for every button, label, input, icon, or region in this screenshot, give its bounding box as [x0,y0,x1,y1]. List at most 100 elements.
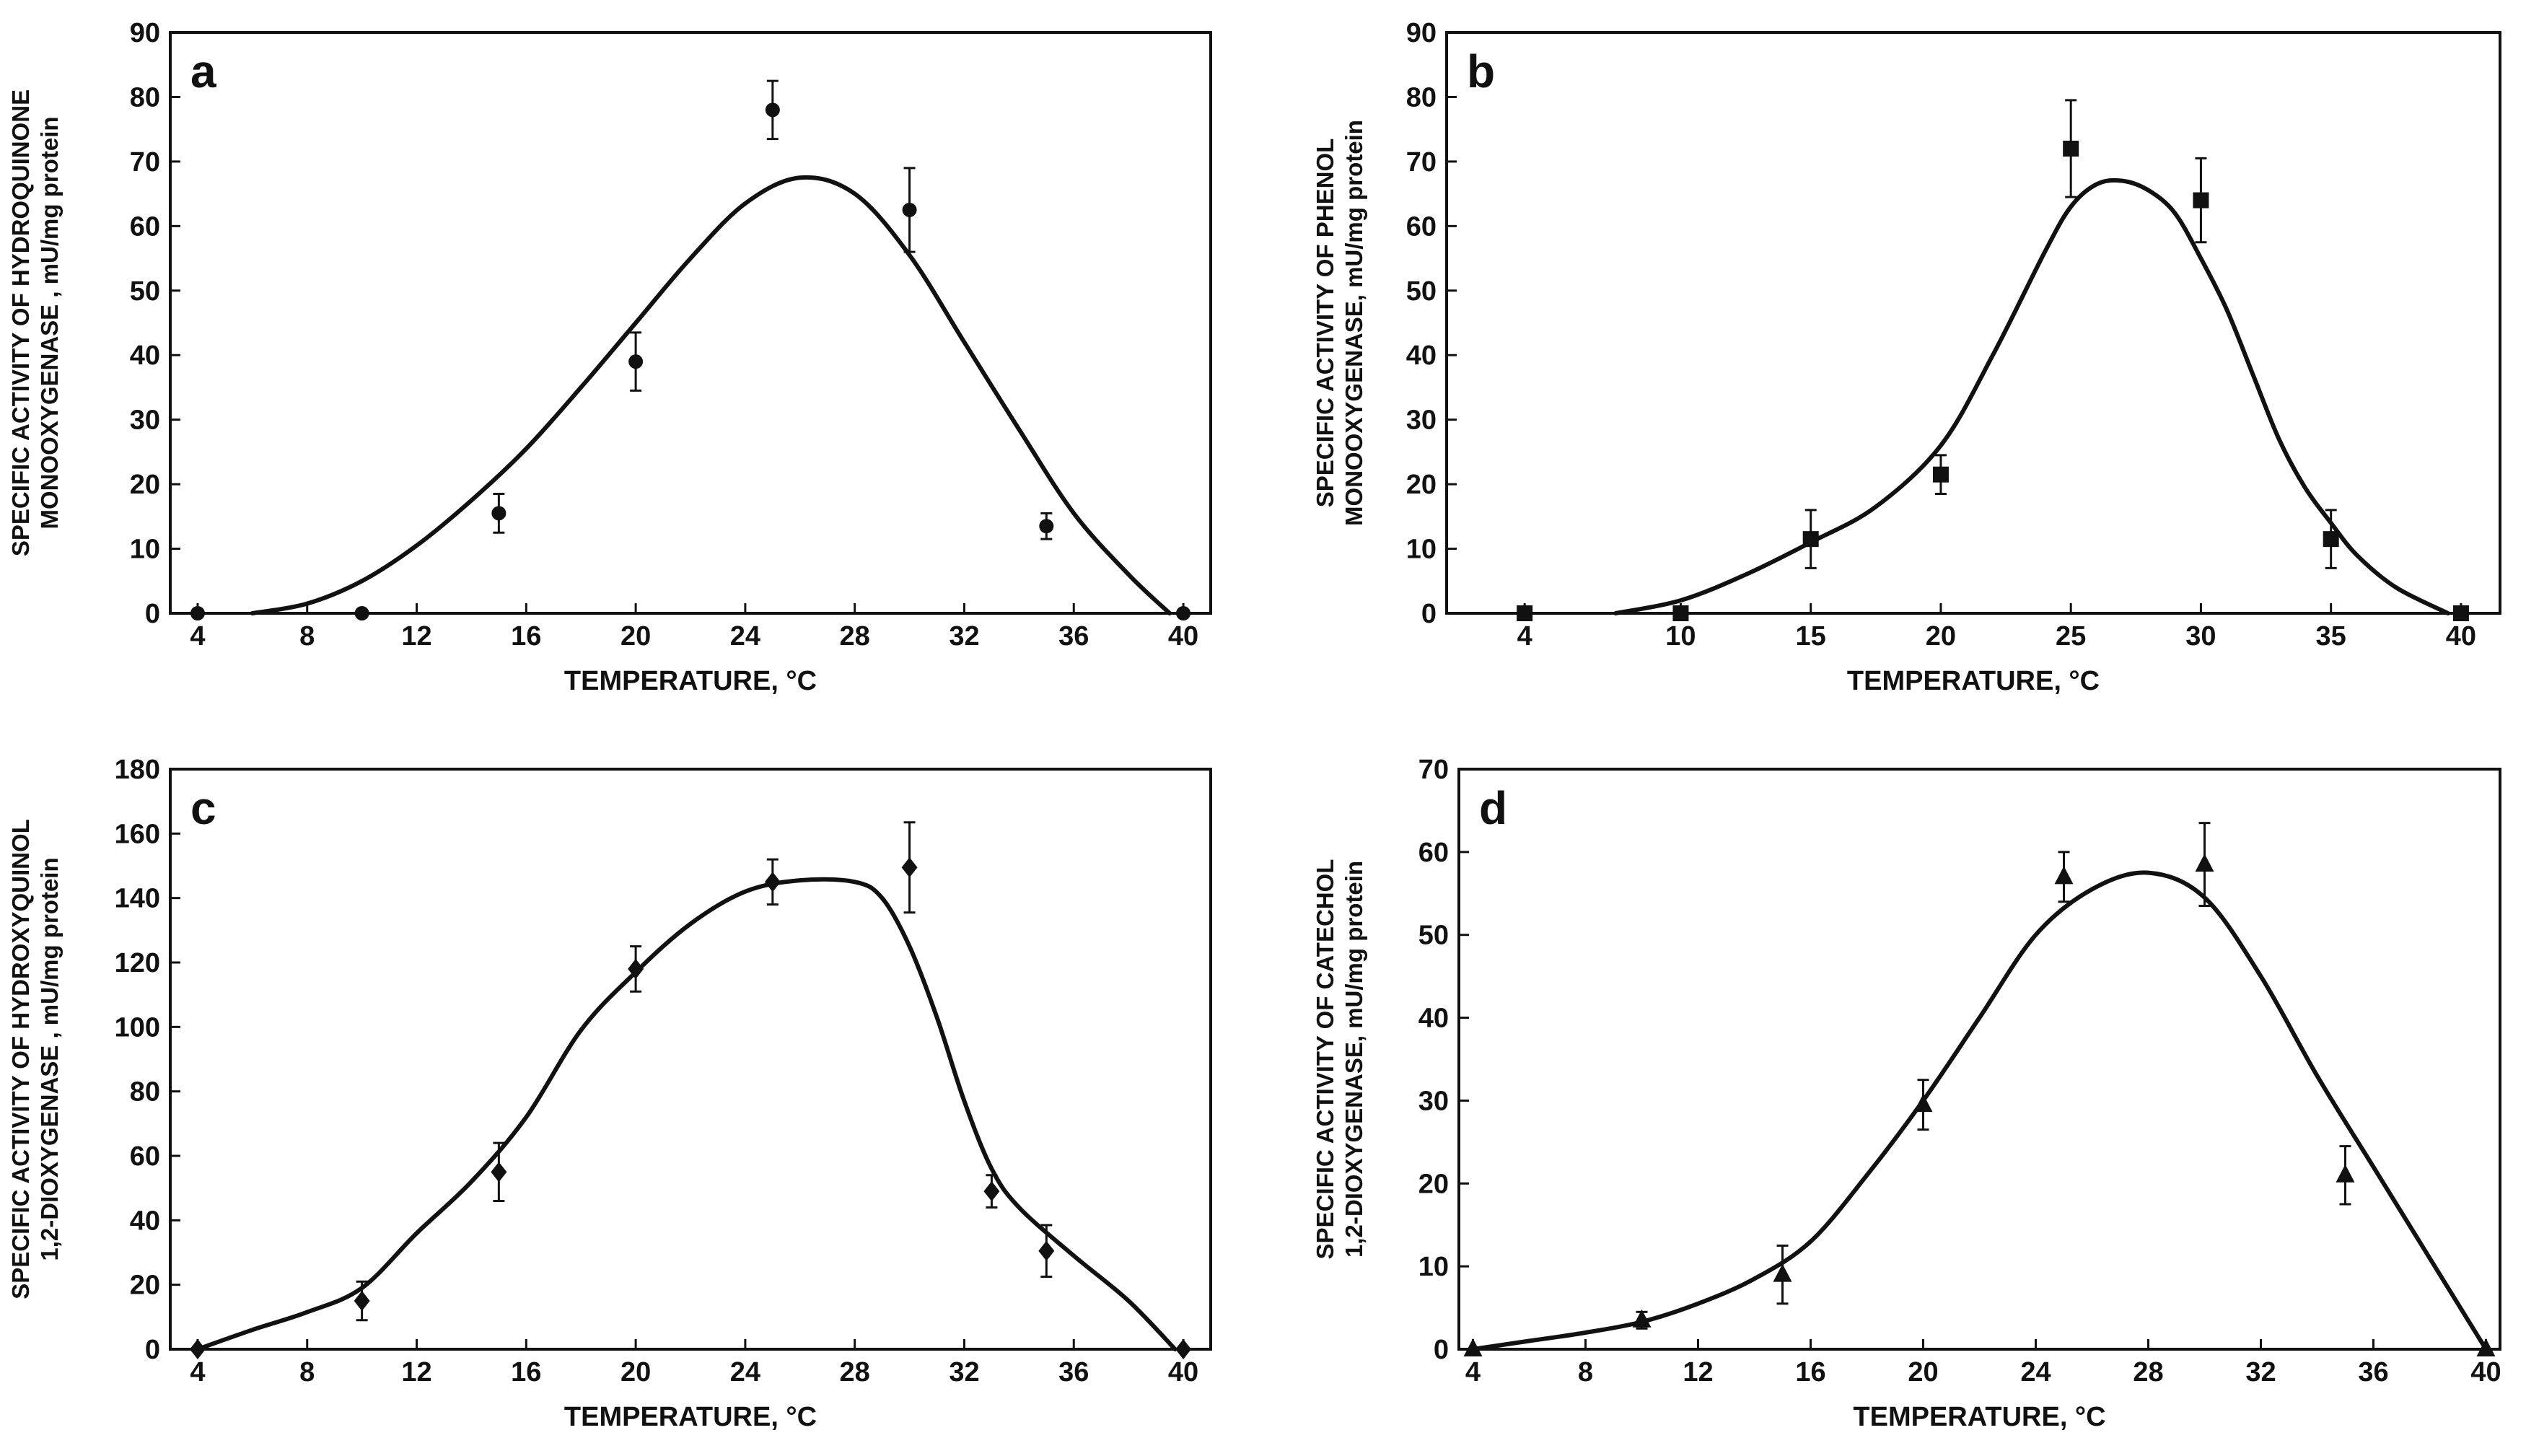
y-tick-label: 80 [130,82,160,113]
x-tick-label: 12 [401,1357,431,1387]
data-point [2452,605,2469,621]
y-tick-label: 20 [1418,1169,1449,1199]
x-tick-label: 16 [511,1357,541,1387]
x-tick-label: 30 [2185,621,2216,652]
panel-a: 4 8 12 16 20 24 28 32 36 40 0 10 20 30 40 50 60 70 80 90 TEM… [7,18,1212,696]
y-tick-label: 30 [1406,405,1437,436]
x-tick-label: 28 [2133,1357,2163,1387]
y-tick-label: 0 [1434,1335,1449,1365]
plot-frame [169,31,1212,615]
x-tick-label: 36 [1058,621,1089,652]
y-tick-label: 100 [115,1012,160,1043]
x-tick-label: 40 [2470,1357,2501,1387]
y-axis-title-line: MONOOXYGENASE, mU/mg protein [1341,120,1367,526]
plot-frame [1457,768,2501,1351]
data-point [354,1291,370,1311]
x-tick-label: 20 [1926,621,1956,652]
x-tick-label: 40 [1168,1357,1198,1387]
fit-curve [195,877,1178,1351]
x-tick-label: 10 [1665,621,1696,652]
x-tick-label: 32 [949,1357,979,1387]
y-tick-label: 80 [1406,82,1437,113]
y-axis-title-line: SPECIFIC ACTIVITY OF HYDROQUINONE [7,89,34,556]
data-point [2193,192,2209,209]
data-point [190,606,205,620]
y-tick-label: 20 [130,470,160,500]
y-tick-label: 40 [130,341,160,371]
y-tick-label: 20 [1406,470,1437,500]
data-point [765,102,780,118]
plot-frame [1445,31,2501,615]
x-tick-label: 36 [2358,1357,2388,1387]
panel-letter: b [1467,45,1495,97]
data-point [901,857,918,878]
panel-d: 4 8 12 16 20 24 28 32 36 40 0 10 20 30 40 50 60 70 TEMPERA… [1312,755,2501,1432]
data-point [902,202,917,217]
y-tick-label: 140 [115,884,160,914]
data-point [2195,854,2214,872]
data-point [1175,1339,1192,1359]
y-axis-title-line: SPECIFIC ACTIVITY OF HYDROXYQUINOL [7,819,34,1299]
x-tick-label: 35 [2316,621,2346,652]
data-point [189,1339,206,1359]
y-tick-label: 70 [1406,147,1437,177]
panel-b: 4 10 15 20 25 30 35 40 0 10 20 30 40 50 60 70 80 90 TEMPER… [1312,18,2501,696]
fit-curve [250,175,1172,615]
plot-frame [169,768,1212,1351]
data-point [491,1162,507,1183]
y-axis-title-line: 1,2-DIOXYGENASE, mU/mg protein [1341,861,1367,1258]
data-point [628,354,644,369]
y-tick-label: 80 [130,1077,160,1108]
y-tick-label: 50 [1418,921,1449,951]
y-tick-label: 60 [130,1141,160,1172]
data-point [628,958,644,979]
data-point [491,506,506,521]
x-tick-label: 15 [1796,621,1826,652]
y-tick-label: 60 [130,211,160,242]
x-tick-label: 20 [620,1357,651,1387]
x-tick-label: 36 [1058,1357,1089,1387]
x-tick-label: 8 [1578,1357,1593,1387]
data-point [1802,531,1819,548]
fit-curve [1613,177,2450,615]
data-point [983,1181,1000,1202]
x-tick-label: 4 [190,1357,205,1387]
x-tick-label: 12 [401,621,431,652]
y-axis-title-line: SPECIFIC ACTIVITY OF PHENOL [1312,139,1338,508]
x-tick-label: 25 [2056,621,2086,652]
y-tick-label: 90 [130,18,160,48]
x-tick-label: 24 [2020,1357,2051,1387]
data-point [2063,141,2079,157]
x-tick-label: 8 [299,1357,315,1387]
y-axis-title-line: 1,2-DIOXYGENASE , mU/mg protein [36,857,63,1260]
y-axis-title-line: MONOOXYGENASE , mU/mg protein [36,116,63,529]
x-axis-title: TEMPERATURE, °C [564,1402,817,1432]
data-point [2476,1338,2496,1356]
panel-c: 4 8 12 16 20 24 28 32 36 40 0 20 40 60 80 100 120 140 160 1… [7,755,1212,1432]
y-axis-title-line: SPECIFIC ACTIVITY OF CATECHOL [1312,859,1338,1260]
data-point [2054,866,2074,885]
y-tick-label: 120 [115,948,160,978]
panel-letter: d [1479,782,1507,834]
x-axis-title: TEMPERATURE, °C [1853,1402,2105,1432]
y-tick-label: 10 [1406,535,1437,565]
y-tick-label: 20 [130,1271,160,1301]
x-tick-label: 4 [1465,1357,1481,1387]
y-tick-label: 30 [1418,1086,1449,1116]
y-tick-label: 50 [130,276,160,307]
panel-letter: c [190,782,216,834]
y-tick-label: 160 [115,819,160,849]
fit-curve [1470,870,2488,1351]
x-tick-label: 16 [511,621,541,652]
y-tick-label: 0 [145,1335,160,1365]
x-axis-title: TEMPERATURE, °C [1847,666,2100,696]
y-tick-label: 0 [1421,599,1437,629]
data-point [1773,1263,1792,1282]
y-tick-label: 60 [1406,211,1437,242]
x-tick-label: 24 [730,1357,760,1387]
y-tick-label: 30 [130,405,160,436]
y-tick-label: 40 [1418,1004,1449,1034]
data-point [764,872,781,893]
y-tick-label: 50 [1406,276,1437,307]
